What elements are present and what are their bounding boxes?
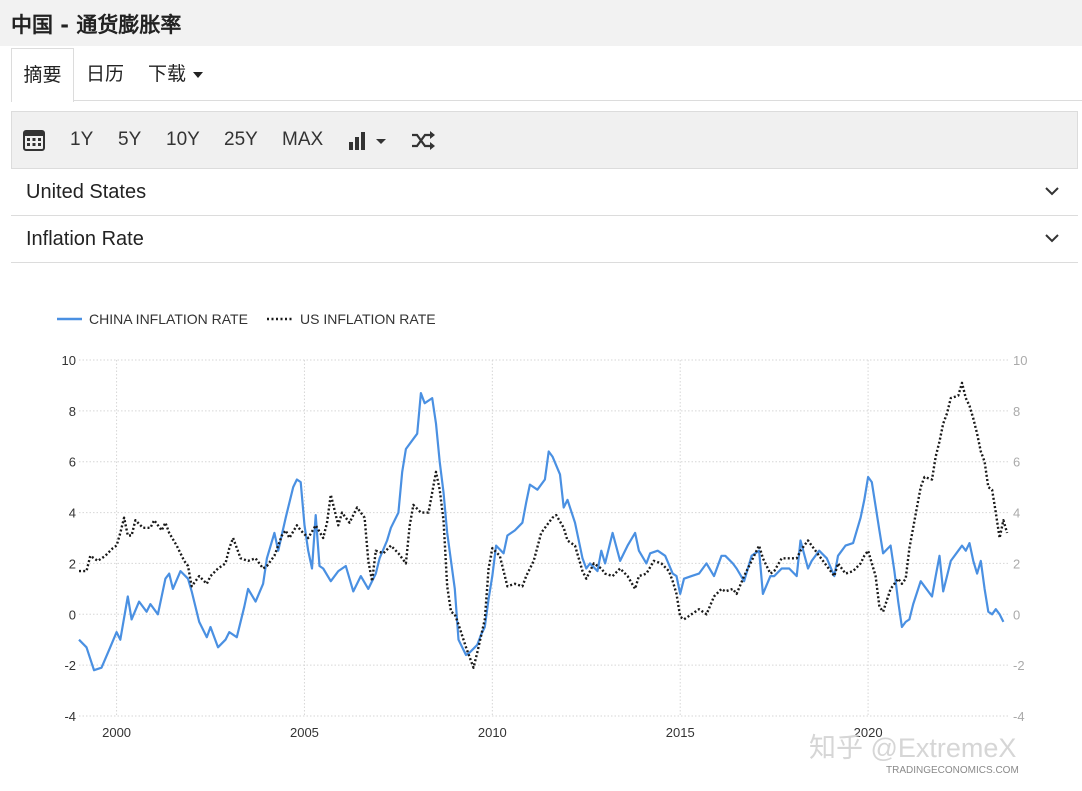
grid-lines xyxy=(79,359,1009,717)
y-tick-label-left: 8 xyxy=(69,404,76,419)
title-bar: 中国 - 通货膨胀率 xyxy=(0,0,1082,46)
range-1y-button[interactable]: 1Y xyxy=(70,129,94,150)
tab-download[interactable]: 下载 xyxy=(148,48,204,101)
range-10y-button[interactable]: 10Y xyxy=(166,129,200,150)
calendar-icon[interactable] xyxy=(23,129,45,156)
bar-chart-icon[interactable] xyxy=(348,131,390,156)
chevron-down-icon xyxy=(1044,184,1060,202)
y-tick-label-right: 6 xyxy=(1013,455,1020,470)
tab-calendar-label: 日历 xyxy=(86,63,125,85)
y-tick-label-right: 4 xyxy=(1013,506,1020,521)
series-line-us xyxy=(79,381,1009,669)
range-25y-button[interactable]: 25Y xyxy=(224,129,258,150)
tab-download-label: 下载 xyxy=(148,63,187,85)
source-label: TRADINGECONOMICS.COM xyxy=(886,765,1019,776)
x-tick-label: 2005 xyxy=(290,725,319,740)
watermark-text: 知乎 @ExtremeX xyxy=(809,733,1016,763)
y-tick-label-left: 6 xyxy=(69,455,76,470)
y-tick-label-right: 0 xyxy=(1013,607,1020,622)
x-tick-label: 2010 xyxy=(478,725,507,740)
y-tick-label-left: -2 xyxy=(64,658,76,673)
y-tick-label-left: 4 xyxy=(69,506,76,521)
tab-calendar[interactable]: 日历 xyxy=(86,48,124,101)
caret-down-icon xyxy=(193,71,204,78)
inflation-chart: -4 -4 -2 -2 0 0 2 2 4 4 6 6 8 8 10 10 2000 2005 2010 2015 20… xyxy=(57,311,1028,776)
series-line-china xyxy=(78,392,1005,672)
y-tick-label-right: 8 xyxy=(1013,404,1020,419)
x-tick-label: 2015 xyxy=(666,725,695,740)
y-tick-label-left: 0 xyxy=(69,607,76,622)
legend-label-china: CHINA INFLATION RATE xyxy=(89,311,248,327)
axis-labels: -4 -4 -2 -2 0 0 2 2 4 4 6 6 8 8 10 10 2000 2005 2010 2015 20… xyxy=(62,353,1028,740)
legend: CHINA INFLATION RATE US INFLATION RATE xyxy=(57,311,436,327)
page-title: 中国 - 通货膨胀率 xyxy=(11,13,182,37)
indicator-selector[interactable]: Inflation Rate xyxy=(11,217,1078,263)
x-tick-label: 2020 xyxy=(854,725,883,740)
range-max-button[interactable]: MAX xyxy=(282,129,324,150)
tab-summary-label: 摘要 xyxy=(23,64,62,86)
x-tick-label: 2000 xyxy=(102,725,131,740)
y-tick-label-left: 2 xyxy=(69,556,76,571)
country-selector[interactable]: United States xyxy=(11,170,1078,216)
y-tick-label-right: 10 xyxy=(1013,353,1027,368)
y-tick-label-right: 2 xyxy=(1013,556,1020,571)
series-lines xyxy=(78,381,1009,672)
y-tick-label-right: -4 xyxy=(1013,709,1025,724)
y-tick-label-left: 10 xyxy=(62,353,76,368)
country-selector-label: United States xyxy=(26,181,147,203)
shuffle-icon[interactable] xyxy=(411,130,435,157)
tab-bar: 摘要 日历 下载 xyxy=(11,48,1082,102)
tab-summary[interactable]: 摘要 xyxy=(11,48,74,102)
indicator-selector-label: Inflation Rate xyxy=(26,228,144,250)
chevron-down-icon xyxy=(1044,231,1060,249)
legend-label-us: US INFLATION RATE xyxy=(300,311,436,327)
y-tick-label-right: -2 xyxy=(1013,658,1025,673)
chart-toolbar: 1Y 5Y 10Y 25Y MAX xyxy=(11,111,1078,169)
y-tick-label-left: -4 xyxy=(64,709,76,724)
chart-container: -4 -4 -2 -2 0 0 2 2 4 4 6 6 8 8 10 10 2000 2005 2010 2015 20… xyxy=(11,263,1078,791)
range-5y-button[interactable]: 5Y xyxy=(118,129,142,150)
